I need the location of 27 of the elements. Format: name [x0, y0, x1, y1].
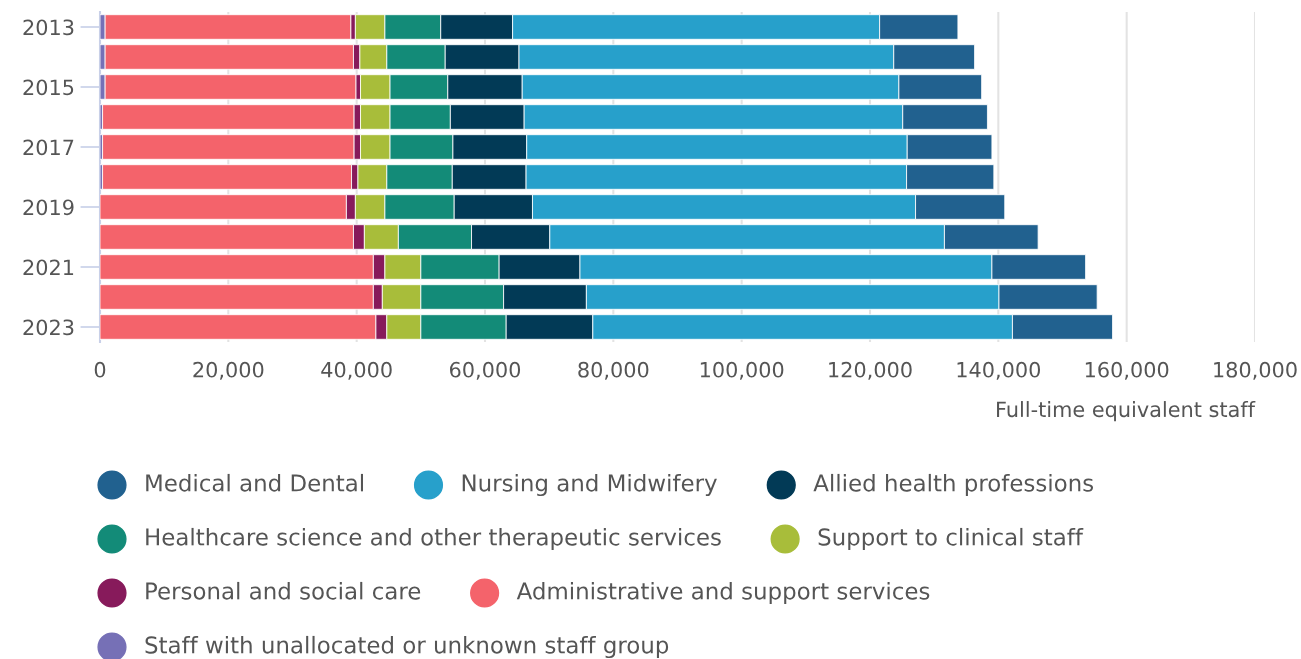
x-tick-label: 0 [94, 361, 106, 378]
x-tick-label: 160,000 [1085, 361, 1169, 380]
x-tick-label: 80,000 [578, 361, 649, 380]
x-tick-label: 180,000 [1214, 361, 1297, 380]
y-tick-label: 2017 [23, 139, 74, 156]
x-axis-title: Full-time equivalent staff [997, 401, 1256, 422]
x-tick-label: 120,000 [829, 361, 912, 380]
legend-label: Support to clinical staff [818, 527, 1084, 551]
legend-label: Personal and social care [146, 581, 421, 600]
y-tick-label: 2023 [23, 319, 74, 336]
legend-label: Administrative and support services [516, 581, 930, 605]
legend-label: Nursing and Midwifery [462, 473, 717, 497]
x-tick-label: 40,000 [321, 361, 392, 380]
legend-label: Allied health professions [813, 473, 1094, 497]
x-tick-label: 100,000 [700, 361, 784, 380]
x-tick-label: 60,000 [450, 361, 521, 380]
y-tick-label: 2015 [23, 79, 74, 96]
legend-label: Staff with unallocated or unknown staff group [145, 635, 669, 659]
bar [104, 14, 352, 40]
y-tick-label: 2019 [23, 199, 74, 216]
x-tick-label: 140,000 [957, 361, 1041, 380]
x-tick-label: 20,000 [193, 361, 264, 380]
legend-label: Healthcare science and other therapeutic services [146, 527, 721, 551]
y-tick-label: 2013 [23, 19, 74, 36]
y-tick-label: 2021 [23, 259, 74, 276]
legend-label: Medical and Dental [146, 473, 363, 492]
bar [104, 74, 357, 100]
